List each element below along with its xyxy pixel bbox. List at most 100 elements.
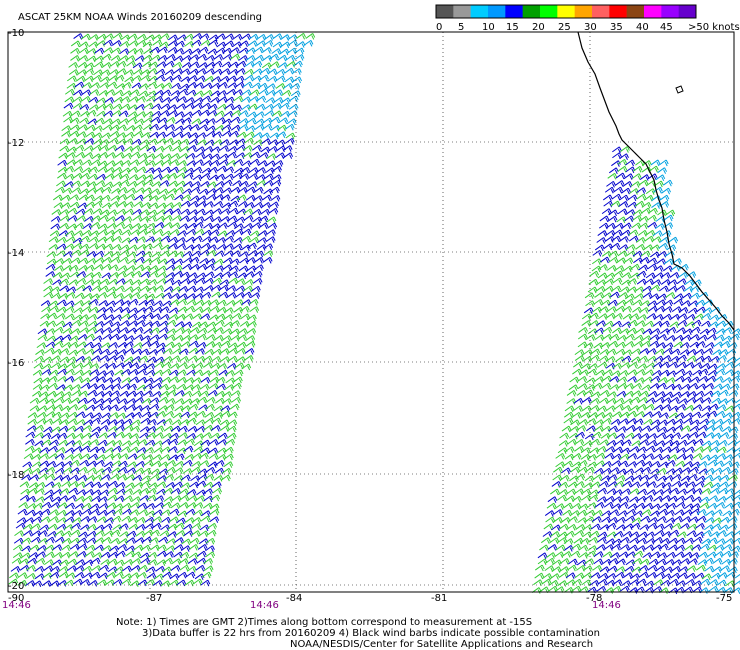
- wind-barb: [84, 264, 95, 272]
- wind-barb: [200, 173, 211, 180]
- wind-barb: [706, 375, 716, 383]
- wind-barb: [668, 361, 678, 369]
- wind-barb: [56, 509, 67, 517]
- wind-barb: [134, 194, 144, 202]
- wind-barb: [74, 144, 85, 152]
- wind-barb: [161, 361, 172, 369]
- wind-barb: [228, 200, 239, 208]
- wind-barb: [279, 48, 290, 56]
- wind-barb: [680, 300, 691, 307]
- wind-barb: [208, 39, 219, 47]
- wind-barb: [584, 292, 595, 300]
- wind-barb: [125, 271, 135, 278]
- wind-barb: [92, 474, 103, 482]
- wind-barb: [592, 382, 603, 390]
- wind-barb: [632, 382, 642, 390]
- wind-barb: [61, 341, 72, 349]
- wind-barb: [125, 482, 135, 490]
- wind-barb: [62, 110, 73, 118]
- wind-barb: [686, 565, 697, 572]
- wind-barb: [144, 174, 154, 181]
- wind-barb: [233, 376, 243, 384]
- wind-barb: [189, 481, 199, 489]
- wind-barb: [675, 285, 686, 292]
- wind-barb: [557, 580, 568, 587]
- wind-barb: [683, 503, 694, 510]
- wind-barb: [633, 257, 643, 264]
- wind-barb: [238, 55, 248, 62]
- wind-barb: [667, 279, 678, 286]
- wind-barb: [243, 279, 254, 286]
- wind-barb: [209, 376, 220, 384]
- wind-barb: [168, 438, 179, 446]
- wind-barb: [573, 361, 583, 369]
- wind-barb: [136, 180, 146, 187]
- wind-barb: [87, 313, 98, 321]
- wind-barb: [158, 326, 169, 334]
- wind-barb: [649, 340, 660, 348]
- wind-barb: [651, 202, 661, 209]
- wind-barb: [638, 264, 649, 272]
- wind-barb: [80, 578, 90, 586]
- wind-barb: [185, 508, 196, 516]
- lat-label: -20: [8, 581, 24, 592]
- wind-barb: [170, 363, 180, 370]
- wind-barb: [112, 578, 123, 586]
- wind-barb: [566, 390, 577, 397]
- wind-barb: [8, 578, 19, 586]
- wind-barb: [94, 257, 105, 264]
- wind-barb: [128, 236, 139, 244]
- wind-barb: [50, 565, 60, 573]
- wind-barb: [733, 580, 740, 586]
- wind-barb: [52, 544, 63, 551]
- wind-barb: [637, 229, 648, 237]
- wind-barb: [107, 209, 118, 216]
- wind-barb: [668, 412, 679, 420]
- wind-barb: [192, 109, 202, 117]
- wind-barb: [145, 160, 156, 167]
- wind-barb: [148, 265, 159, 272]
- wind-barb: [151, 103, 162, 111]
- wind-barb: [590, 523, 601, 531]
- wind-barb: [631, 173, 642, 180]
- wind-barb: [595, 544, 606, 551]
- wind-barb: [237, 186, 248, 194]
- wind-barb: [266, 216, 277, 224]
- wind-barb: [662, 313, 672, 321]
- wind-barb: [227, 215, 238, 223]
- wind-barb: [614, 397, 625, 405]
- wind-barb: [603, 285, 614, 293]
- wind-barb: [657, 167, 668, 174]
- wind-barb: [170, 487, 181, 495]
- wind-barb: [722, 418, 732, 426]
- wind-barb: [56, 517, 67, 524]
- wind-barb: [582, 349, 593, 356]
- wind-barb: [35, 349, 45, 356]
- wind-barb: [170, 355, 181, 362]
- wind-barb: [190, 530, 201, 537]
- wind-barb: [254, 54, 264, 62]
- wind-barb: [154, 285, 165, 292]
- wind-barb: [213, 258, 224, 266]
- wind-barb: [287, 47, 297, 55]
- wind-barb: [284, 123, 295, 131]
- wind-barb: [560, 517, 571, 524]
- wind-barb: [66, 425, 77, 433]
- wind-barb: [105, 89, 116, 96]
- wind-barb: [99, 481, 110, 489]
- wind-barb: [180, 411, 191, 419]
- wind-barb: [66, 82, 77, 90]
- wind-barb: [650, 468, 660, 476]
- wind-barb: [599, 566, 610, 573]
- wind-barb: [159, 383, 169, 391]
- wind-barb: [142, 54, 153, 62]
- wind-barb: [569, 376, 580, 384]
- wind-barb: [256, 95, 267, 103]
- wind-barb: [120, 313, 131, 320]
- wind-barb: [713, 383, 723, 391]
- wind-barb: [557, 494, 567, 502]
- wind-barb: [73, 89, 83, 97]
- wind-barb: [130, 292, 141, 299]
- wind-barb: [590, 391, 601, 399]
- wind-barb: [195, 75, 206, 83]
